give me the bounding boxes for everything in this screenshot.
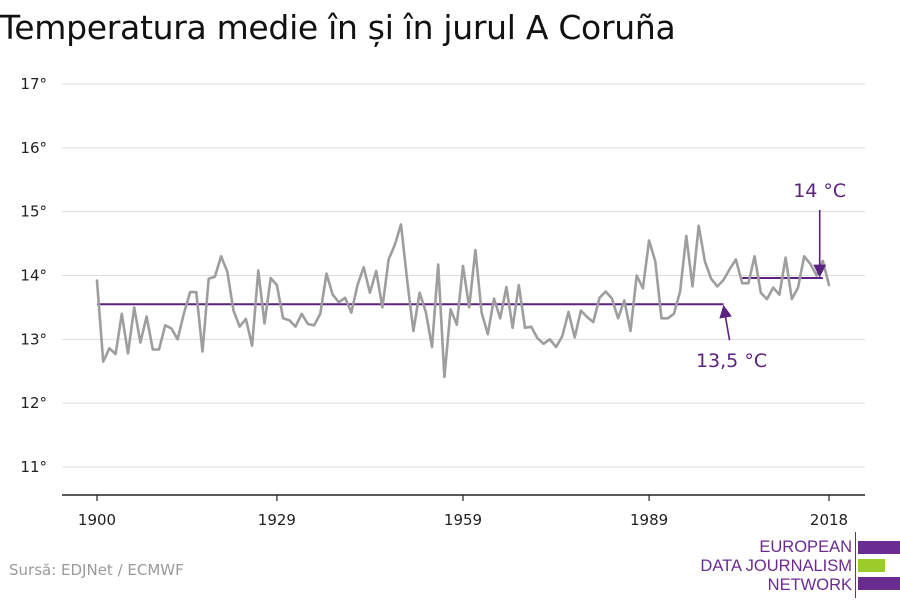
logo-line-1: EUROPEAN bbox=[759, 538, 852, 556]
series-line-1 bbox=[95, 223, 831, 379]
x-tick-label-1900: 1900 bbox=[78, 511, 116, 529]
logo-line-3: NETWORK bbox=[767, 576, 852, 594]
logo-bar-purple-1 bbox=[858, 541, 900, 554]
chart-title: Temperatura medie în și în jurul A Coruñ… bbox=[0, 8, 676, 47]
x-tick-label-2018: 2018 bbox=[810, 511, 848, 529]
logo-bar-green bbox=[858, 559, 885, 572]
annotation-label-13-5: 13,5 °C bbox=[696, 350, 767, 372]
x-tick-label-1929: 1929 bbox=[258, 511, 296, 529]
data-series bbox=[95, 223, 831, 379]
x-axis: 1900 1929 1959 1989 2018 bbox=[62, 494, 865, 529]
y-tick-label-12: 12° bbox=[20, 394, 47, 412]
y-tick-label-16: 16° bbox=[20, 139, 47, 157]
logo-divider bbox=[855, 532, 856, 598]
x-tick-label-1989: 1989 bbox=[630, 511, 668, 529]
source-note: Sursă: EDJNet / ECMWF bbox=[9, 561, 184, 579]
logo-bar-purple-2 bbox=[858, 577, 900, 590]
annotation-arrow-13-5 bbox=[719, 304, 732, 341]
y-tick-label-15: 15° bbox=[20, 203, 47, 221]
edjnet-logo: EUROPEAN DATA JOURNALISM NETWORK bbox=[700, 530, 900, 600]
gridlines bbox=[62, 83, 865, 468]
y-axis-ticks: 11° 12° 13° 14° 15° 16° 17° bbox=[20, 75, 47, 476]
annotation-label-14: 14 °C bbox=[793, 180, 846, 202]
y-tick-label-14: 14° bbox=[20, 267, 47, 285]
y-tick-label-17: 17° bbox=[20, 75, 47, 93]
y-tick-label-13: 13° bbox=[20, 330, 47, 348]
y-tick-label-11: 11° bbox=[20, 458, 47, 476]
annotations: 13,5 °C 14 °C bbox=[696, 180, 846, 372]
line-chart: 11° 12° 13° 14° 15° 16° 17° 1900 1929 1959 1989 20… bbox=[20, 75, 865, 529]
x-tick-label-1959: 1959 bbox=[444, 511, 482, 529]
logo-line-2: DATA JOURNALISM bbox=[700, 557, 852, 575]
logo-text: EUROPEAN DATA JOURNALISM NETWORK bbox=[700, 538, 852, 595]
